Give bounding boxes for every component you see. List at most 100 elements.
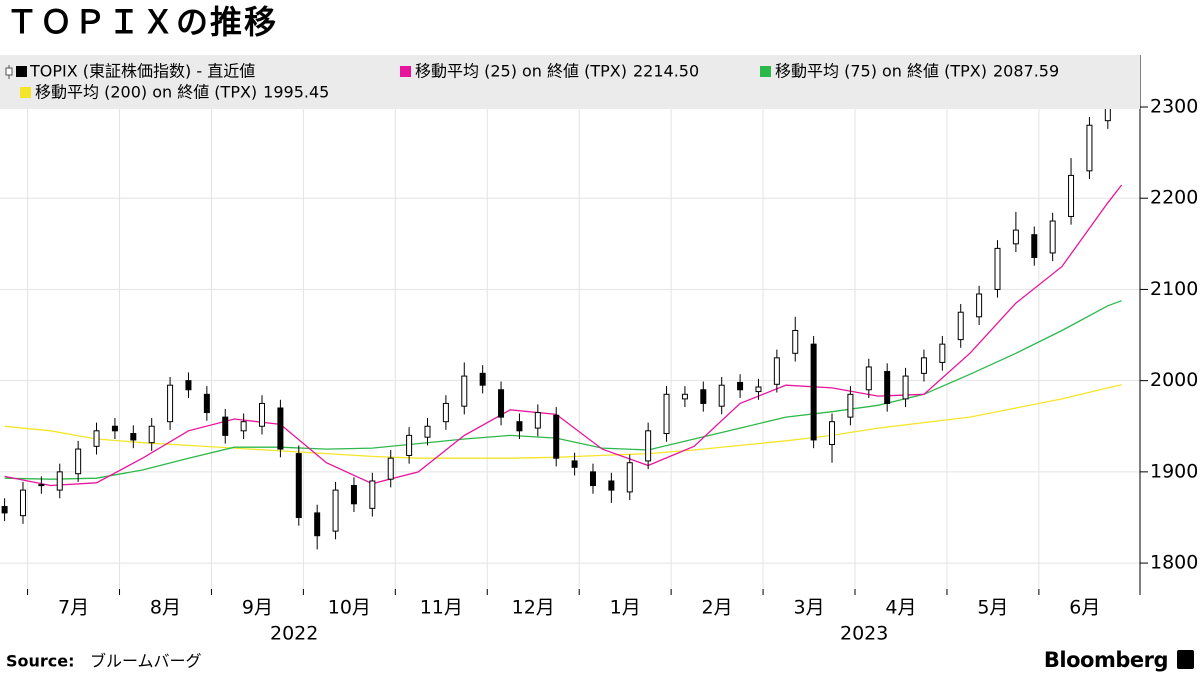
ma-line bbox=[4, 384, 1122, 459]
candle-body bbox=[222, 416, 229, 436]
candle-body bbox=[829, 421, 836, 445]
candle-body bbox=[571, 460, 578, 468]
source: ブルームバーグ bbox=[90, 652, 202, 671]
candle-body bbox=[406, 434, 413, 456]
candle-body bbox=[884, 371, 891, 404]
candle-body bbox=[240, 421, 247, 432]
source-label: Source: bbox=[6, 652, 75, 671]
candle-body bbox=[792, 329, 799, 354]
x-tick-label: 5月 bbox=[977, 597, 1008, 619]
x-tick-label: 1月 bbox=[610, 597, 641, 619]
y-tick-label: 2000 bbox=[1150, 369, 1198, 391]
y-tick-label: 2100 bbox=[1150, 278, 1198, 300]
candle-body bbox=[424, 425, 431, 438]
y-tick-label: 1800 bbox=[1150, 552, 1198, 574]
candle-body bbox=[185, 380, 192, 391]
legend-swatch bbox=[400, 66, 411, 77]
candle-body bbox=[976, 293, 983, 318]
ma-line bbox=[4, 300, 1122, 480]
x-group-label: 2023 bbox=[840, 623, 888, 645]
x-tick-label: 12月 bbox=[512, 597, 555, 619]
x-tick-label: 8月 bbox=[150, 597, 181, 619]
x-tick-label: 9月 bbox=[242, 597, 273, 619]
candle-body bbox=[38, 484, 45, 487]
candle-body bbox=[56, 471, 63, 491]
candle-body bbox=[1049, 220, 1056, 254]
candle-body bbox=[608, 480, 615, 491]
chart-title: ＴＯＰＩＸの推移 bbox=[6, 3, 278, 41]
y-tick-label: 1900 bbox=[1150, 460, 1198, 482]
legend-label: 移動平均 (75) on 終値 (TPX) bbox=[775, 62, 987, 81]
candle-body bbox=[663, 393, 670, 435]
x-tick-label: 11月 bbox=[420, 597, 463, 619]
candle-body bbox=[920, 357, 927, 374]
candle-body bbox=[295, 453, 302, 518]
candle-body bbox=[314, 512, 321, 537]
candle-body bbox=[442, 402, 449, 423]
candle-body bbox=[773, 357, 780, 385]
candle-body bbox=[939, 343, 946, 363]
candle-body bbox=[479, 372, 486, 386]
candle-body bbox=[19, 489, 26, 517]
legend-swatch bbox=[760, 66, 771, 77]
candle-body bbox=[1031, 234, 1038, 259]
candle-body bbox=[810, 343, 817, 441]
candle-body bbox=[259, 402, 266, 427]
ma-line bbox=[4, 184, 1123, 487]
candle-body bbox=[75, 448, 82, 475]
candle-body bbox=[277, 407, 284, 450]
x-tick-label: 2月 bbox=[702, 597, 733, 619]
x-tick-label: 4月 bbox=[885, 597, 916, 619]
candle-body bbox=[516, 421, 523, 432]
candle-body bbox=[461, 375, 468, 407]
candle-body bbox=[167, 384, 174, 423]
candle-body bbox=[718, 384, 725, 407]
legend-label: TOPIX (東証株価指数) - 直近値 bbox=[29, 62, 255, 81]
candle-body bbox=[994, 247, 1001, 290]
legend-value: 1995.45 bbox=[263, 83, 329, 102]
candle-body bbox=[645, 430, 652, 462]
candle-body bbox=[350, 485, 357, 505]
candle-body bbox=[589, 471, 596, 487]
legend-box bbox=[0, 55, 1140, 109]
legend-label: 移動平均 (200) on 終値 (TPX) bbox=[35, 83, 257, 102]
x-tick-label: 7月 bbox=[58, 597, 89, 619]
x-tick-label: 3月 bbox=[793, 597, 824, 619]
candle-body bbox=[902, 375, 909, 400]
candle-body bbox=[700, 389, 707, 404]
brand-icon bbox=[1177, 650, 1194, 669]
x-tick-label: 10月 bbox=[328, 597, 371, 619]
candle-body bbox=[1068, 174, 1075, 217]
legend-label: 移動平均 (25) on 終値 (TPX) bbox=[415, 62, 627, 81]
legend-value: 2087.59 bbox=[993, 62, 1059, 81]
candle-body bbox=[1012, 229, 1019, 245]
candle-body bbox=[737, 381, 744, 391]
candle-body bbox=[626, 462, 633, 493]
legend-icon bbox=[5, 67, 13, 76]
candle-body bbox=[93, 430, 100, 447]
candle-body bbox=[957, 311, 964, 341]
candle-body bbox=[498, 389, 505, 418]
legend-swatch bbox=[16, 66, 27, 77]
x-group-label: 2022 bbox=[270, 623, 318, 645]
brand: Bloomberg bbox=[1044, 648, 1168, 672]
y-tick-label: 2200 bbox=[1150, 187, 1198, 209]
candle-body bbox=[203, 393, 210, 414]
candle-body bbox=[111, 425, 118, 432]
candle-body bbox=[1, 506, 8, 514]
x-tick-label: 6月 bbox=[1069, 597, 1100, 619]
candle-body bbox=[387, 457, 394, 480]
candle-body bbox=[1104, 106, 1111, 122]
legend-swatch bbox=[20, 87, 31, 98]
candle-body bbox=[148, 425, 155, 444]
candle-body bbox=[847, 393, 854, 418]
candle-body bbox=[553, 414, 560, 459]
candle-body bbox=[681, 393, 688, 400]
candle-body bbox=[534, 412, 541, 429]
candle-body bbox=[130, 433, 137, 441]
y-tick-label: 2300 bbox=[1150, 95, 1198, 117]
candle-body bbox=[369, 480, 376, 509]
candle-body bbox=[332, 489, 339, 532]
candle-body bbox=[755, 386, 762, 393]
